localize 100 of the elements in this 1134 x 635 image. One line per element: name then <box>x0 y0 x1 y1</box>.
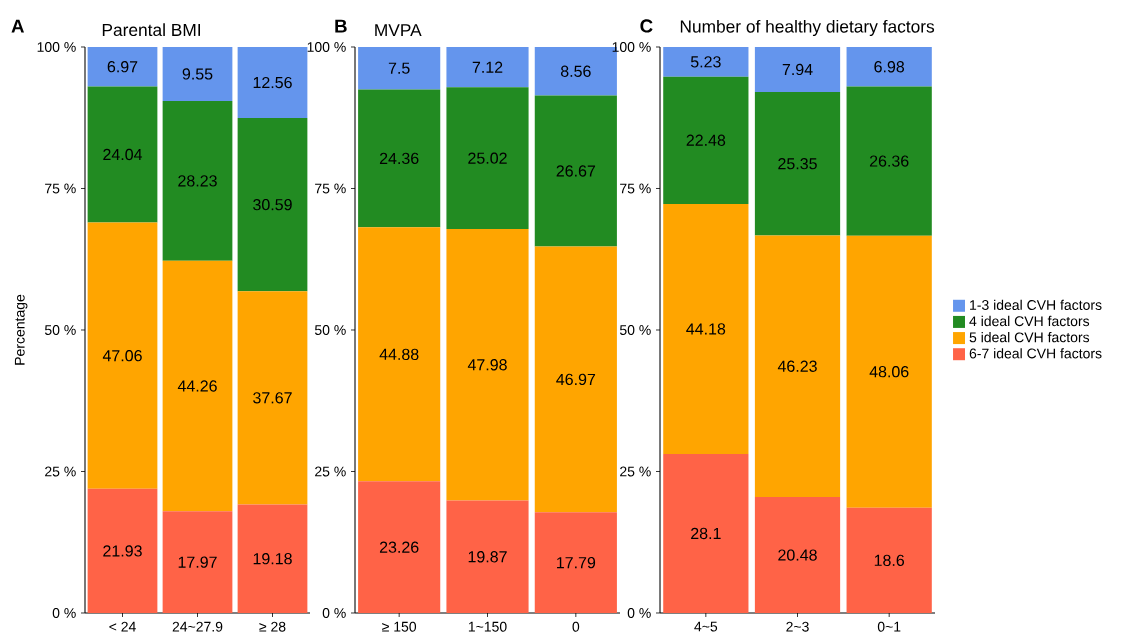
data-label: 30.59 <box>253 198 292 211</box>
bar <box>87 222 158 489</box>
data-label: 26.36 <box>869 155 909 167</box>
y-axis-title: Percentage <box>14 294 28 365</box>
x-tick-label: < 24 <box>109 621 136 632</box>
bar <box>237 504 308 613</box>
data-label: 7.12 <box>472 61 503 73</box>
data-label: 8.56 <box>560 65 591 77</box>
y-tick-label: 75 % <box>620 183 651 194</box>
x-tick-label: ≥ 28 <box>259 621 286 632</box>
data-label: 46.97 <box>556 373 596 386</box>
chart-title: Parental BMI <box>102 23 201 37</box>
bar <box>754 91 841 236</box>
bar <box>358 46 441 90</box>
chart-title: Number of healthy dietary factors <box>680 19 935 37</box>
bar <box>846 507 932 613</box>
data-label: 19.18 <box>253 553 292 565</box>
y-tick-label: 25 % <box>315 466 346 477</box>
bar <box>358 481 441 613</box>
bar <box>663 47 749 77</box>
data-label: 25.02 <box>468 152 507 164</box>
data-label: 24.36 <box>379 152 419 165</box>
bar <box>237 46 308 119</box>
y-tick-label: 0 % <box>322 608 346 618</box>
y-tick-label: 75 % <box>45 183 76 194</box>
text: A <box>11 19 24 33</box>
bar <box>162 100 233 261</box>
data-label: 19.87 <box>468 551 507 563</box>
data-label: 28.23 <box>178 175 217 187</box>
legend-label: 6-7 ideal CVH factors <box>969 348 1102 359</box>
bar <box>446 500 529 613</box>
bar <box>237 118 308 292</box>
data-label: 22.48 <box>686 134 726 146</box>
bar <box>663 203 749 454</box>
bar <box>663 453 749 613</box>
data-label: 37.67 <box>253 392 292 404</box>
bar <box>754 235 841 498</box>
y-tick-label: 50 % <box>314 325 346 335</box>
x-tick-label: 0 <box>572 621 580 632</box>
legend-label: 1-3 ideal CVH factors <box>970 299 1102 310</box>
bar <box>534 512 617 613</box>
y-tick-label: 25 % <box>45 466 76 477</box>
data-label: 17.97 <box>178 556 217 568</box>
data-label: 28.1 <box>691 527 721 540</box>
y-tick-label: 0 % <box>627 608 651 618</box>
x-tick-label: 1~150 <box>468 621 507 632</box>
data-label: 9.55 <box>182 68 213 80</box>
bar <box>534 246 617 513</box>
bar <box>846 86 932 236</box>
bar <box>663 76 749 204</box>
data-label: 47.98 <box>467 359 507 371</box>
bar <box>534 95 617 247</box>
bar <box>237 291 308 505</box>
y-tick-label: 75 % <box>315 183 346 194</box>
y-tick-label: 100 % <box>307 42 346 52</box>
data-label: 20.48 <box>778 549 817 561</box>
bar <box>446 87 529 229</box>
data-label: 21.93 <box>103 545 142 557</box>
data-label: 6.97 <box>107 61 138 73</box>
data-label: 48.06 <box>869 366 909 378</box>
x-tick-label: 4~5 <box>694 621 718 632</box>
bar <box>358 89 441 228</box>
y-tick-label: 0 % <box>52 608 76 618</box>
bar <box>446 228 529 501</box>
bar <box>754 46 841 92</box>
bar <box>162 511 233 613</box>
legend-label: 4 ideal CVH factors <box>969 315 1090 327</box>
bar <box>87 86 158 223</box>
data-label: 6.98 <box>874 61 905 73</box>
data-label: 47.06 <box>102 350 142 362</box>
y-tick-label: 100 % <box>37 42 76 52</box>
x-tick-label: 24~27.9 <box>172 621 223 632</box>
y-tick-label: 50 % <box>44 325 76 335</box>
data-label: 12.56 <box>253 76 292 89</box>
bar <box>162 46 233 101</box>
bar <box>87 46 158 87</box>
bar <box>87 488 158 613</box>
bar <box>162 260 233 512</box>
data-label: 26.67 <box>556 165 596 177</box>
data-label: 25.35 <box>778 158 817 170</box>
data-label: 17.79 <box>557 556 596 569</box>
bar <box>754 497 841 613</box>
bar <box>846 46 932 87</box>
data-label: 7.5 <box>388 62 410 74</box>
chart-title: MVPA <box>375 24 422 37</box>
x-tick-label: 0~1 <box>877 621 901 632</box>
data-label: 5.23 <box>690 56 721 68</box>
y-tick-label: 25 % <box>620 466 651 477</box>
data-label: 46.23 <box>777 360 817 372</box>
y-tick-label: 50 % <box>619 325 651 335</box>
data-label: 23.26 <box>379 541 419 553</box>
bar <box>846 235 932 508</box>
data-label: 44.18 <box>686 323 726 335</box>
data-label: 24.04 <box>103 148 143 161</box>
data-label: 44.26 <box>177 380 217 392</box>
text: C <box>640 19 653 33</box>
text: B <box>335 19 347 33</box>
x-tick-label: 2~3 <box>786 621 809 632</box>
y-tick-label: 100 % <box>612 42 651 52</box>
x-tick-label: ≥ 150 <box>382 621 417 632</box>
